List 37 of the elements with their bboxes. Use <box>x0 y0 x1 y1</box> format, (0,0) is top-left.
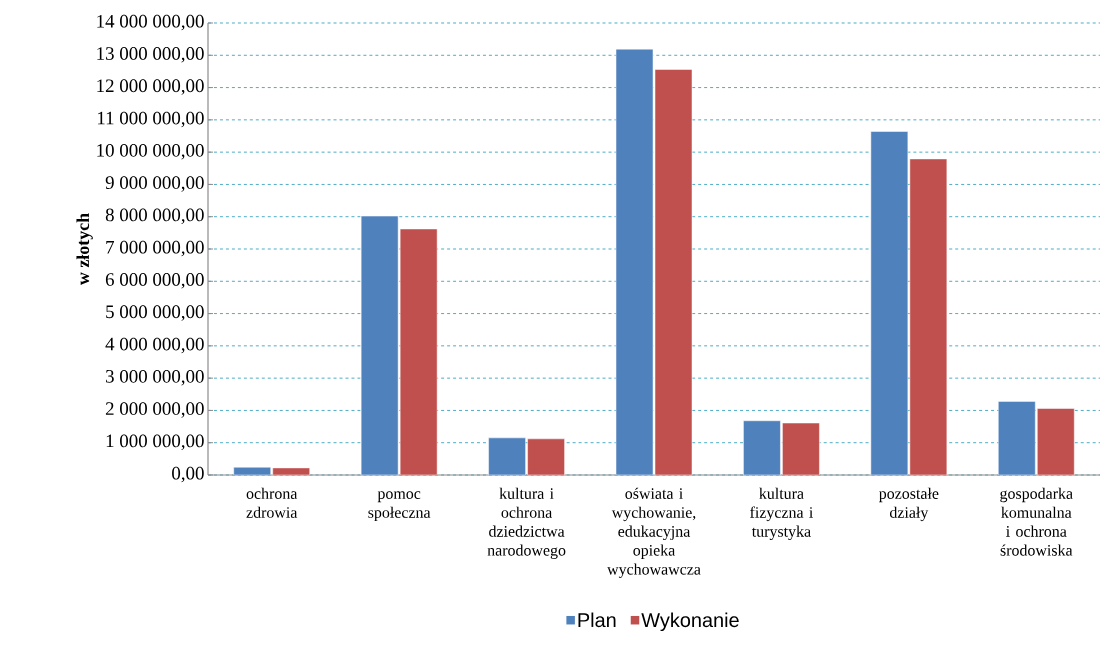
y-tick-label: 10 000 000,00 <box>97 143 204 160</box>
bar <box>615 48 654 475</box>
bar <box>782 422 820 475</box>
x-tick-label: kultura fizyczna i turystyka <box>750 487 813 541</box>
bar <box>998 401 1036 475</box>
x-tick-label: kultura i ochrona dziedzictwa narodowego <box>487 487 566 559</box>
bar <box>654 69 693 475</box>
bar <box>360 215 399 475</box>
bar <box>909 158 948 475</box>
bar <box>488 437 526 475</box>
bar <box>1037 408 1075 475</box>
legend-label: Wykonanie <box>641 612 739 632</box>
x-tick-label: oświata i wychowanie, edukacyjna opieka wychowawcza <box>607 487 701 578</box>
bar <box>743 420 781 475</box>
y-tick-label: 8 000 000,00 <box>105 208 204 224</box>
y-tick-label: 7 000 000,00 <box>106 240 204 257</box>
y-tick-label: 9 000 000,00 <box>105 176 204 192</box>
x-tick-label: gospodarka komunalna i ochrona środowiska <box>1000 487 1073 556</box>
y-tick-label: 5 000 000,00 <box>106 305 204 321</box>
y-tick-label: 2 000 000,00 <box>105 402 204 418</box>
y-tick-label: 0,00 <box>172 466 204 483</box>
bar <box>399 228 438 475</box>
y-axis-title: w złotych <box>76 213 93 286</box>
x-tick-label: pozostałe działy <box>879 487 939 522</box>
bar <box>870 131 909 475</box>
y-tick-label: 12 000 000,00 <box>97 79 204 95</box>
y-tick-label: 4 000 000,00 <box>105 337 204 354</box>
legend-label: Plan <box>578 612 616 628</box>
y-tick-label: 1 000 000,00 <box>106 434 204 450</box>
y-tick-label: 6 000 000,00 <box>105 273 204 289</box>
x-tick-label: pomoc społeczna <box>368 491 431 522</box>
y-tick-label: 11 000 000,00 <box>98 111 204 128</box>
y-tick-label: 13 000 000,00 <box>97 47 204 63</box>
y-tick-label: 3 000 000,00 <box>106 369 204 386</box>
x-tick-label: ochrona zdrowia <box>246 487 298 518</box>
y-tick-label: 14 000 000,00 <box>97 14 204 31</box>
bar <box>527 438 565 475</box>
